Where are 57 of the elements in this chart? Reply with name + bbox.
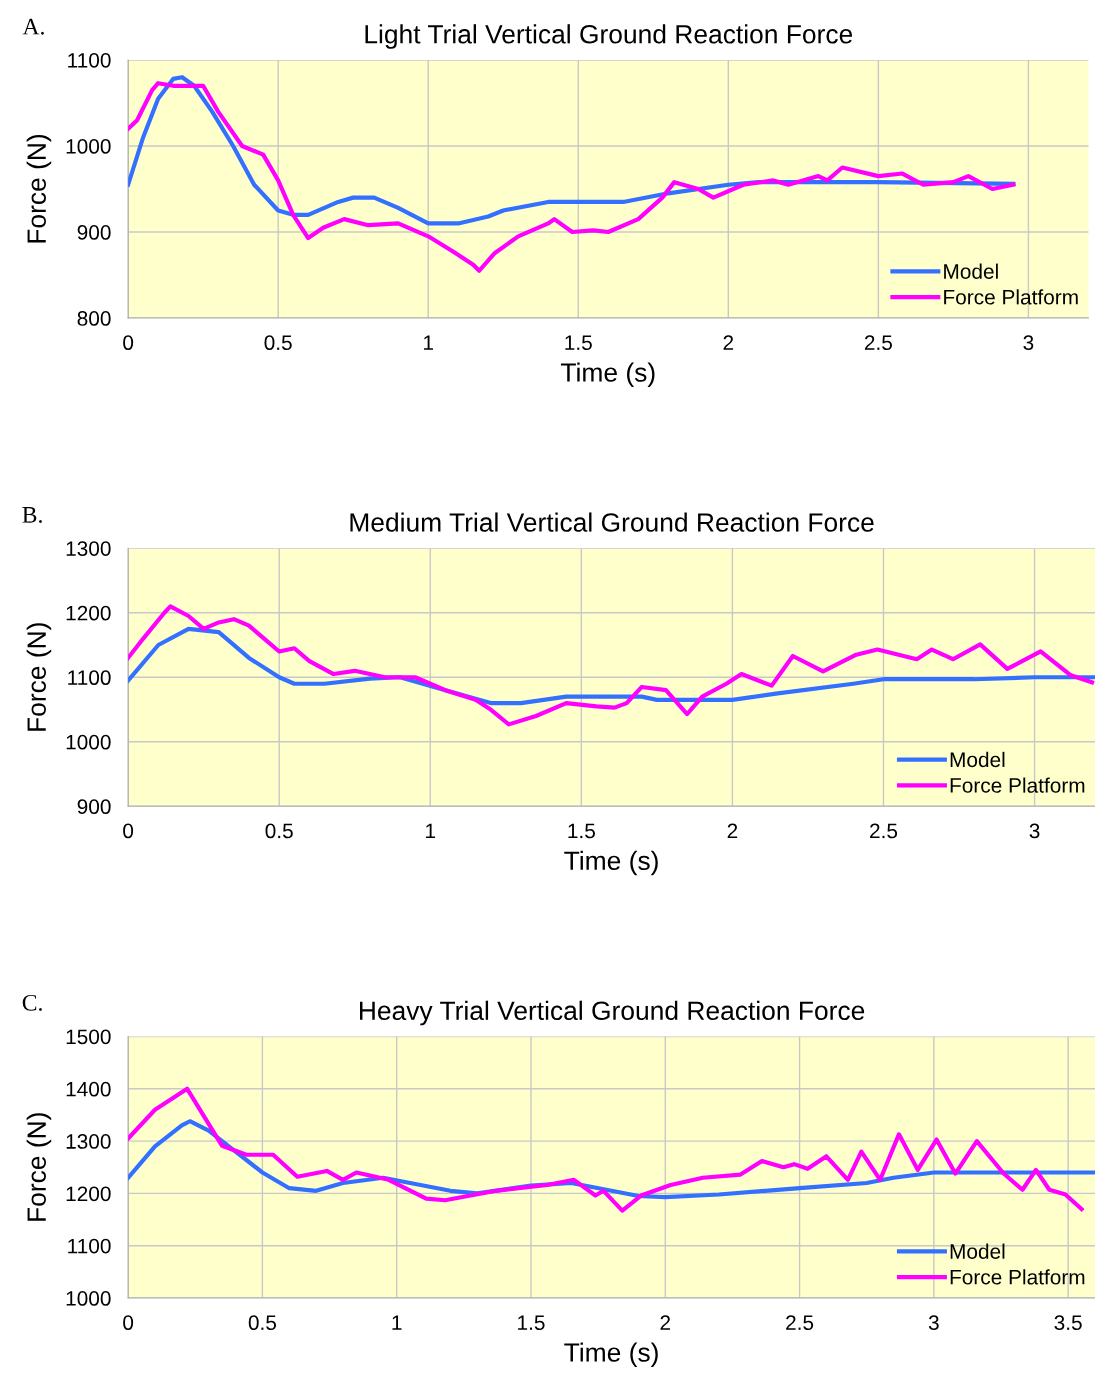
y-axis-title: Force (N)	[26, 1113, 52, 1221]
y-tick-label: 1000	[66, 734, 111, 750]
chart-title: Medium Trial Vertical Ground Reaction Force	[350, 512, 874, 532]
x-tick-label: 1	[426, 823, 436, 839]
x-tick-label: 1.5	[518, 1315, 545, 1331]
text: B.	[22, 507, 42, 523]
y-axis-title: Force (N)	[26, 134, 52, 243]
legend-label: Force Platform	[950, 1269, 1085, 1285]
legend-label: Force Platform	[944, 289, 1078, 305]
x-tick-label: 3.5	[1054, 1315, 1082, 1331]
x-tick-label: 0	[123, 1315, 134, 1331]
x-tick-label: 2.5	[870, 823, 898, 839]
x-tick-label: 2	[727, 823, 738, 839]
x-tick-label: 0.5	[248, 1315, 277, 1331]
line-series	[128, 604, 1095, 727]
x-tick-label: 1.5	[568, 823, 595, 839]
x-tick-label: 2.5	[864, 335, 892, 351]
y-tick-label: 1200	[66, 1186, 111, 1202]
y-tick-label: 1300	[66, 541, 111, 556]
line-series	[128, 1086, 1084, 1213]
y-tick-label: 900	[77, 225, 111, 240]
x-axis-title: Time (s)	[564, 1342, 658, 1368]
y-tick-label: 1500	[66, 1029, 111, 1045]
legend-label: Force Platform	[950, 777, 1085, 793]
legend-label: Model	[950, 1243, 1005, 1259]
x-tick-label: 1	[392, 1315, 402, 1330]
x-tick-label: 0.5	[265, 823, 293, 839]
x-axis-title: Time (s)	[564, 850, 658, 876]
y-tick-label: 1300	[66, 1134, 111, 1149]
y-tick-label: 1100	[68, 1238, 111, 1254]
y-tick-label: 1400	[66, 1081, 111, 1097]
y-tick-label: 1000	[66, 139, 111, 154]
y-axis-title: Force (N)	[26, 623, 52, 731]
y-tick-label: 1100	[68, 670, 111, 686]
x-tick-label: 0	[123, 823, 134, 839]
y-tick-label: 800	[77, 311, 111, 326]
chart-title: Heavy Trial Vertical Ground Reaction Force	[360, 1000, 865, 1026]
x-tick-label: 3	[928, 1315, 939, 1331]
x-tick-label: 2	[660, 1315, 671, 1330]
x-tick-label: 3	[1023, 335, 1034, 351]
y-tick-label: 1100	[68, 52, 111, 68]
legend-label: Model	[950, 751, 1005, 768]
x-tick-label: 2.5	[786, 1315, 814, 1331]
x-axis-title: Time (s)	[560, 362, 655, 388]
x-tick-label: 0	[123, 335, 134, 351]
x-tick-label: 1	[424, 335, 433, 350]
x-tick-label: 2	[723, 335, 734, 350]
y-tick-label: 1000	[66, 1291, 111, 1306]
chart-title: Light Trial Vertical Ground Reaction Force	[365, 24, 853, 49]
text: A.	[22, 18, 44, 35]
legend-label: Model	[944, 263, 998, 279]
text: C.	[22, 994, 42, 1011]
x-tick-label: 1.5	[565, 335, 592, 351]
y-tick-label: 900	[77, 799, 111, 815]
y-tick-label: 1200	[66, 605, 111, 621]
x-tick-label: 0.5	[264, 335, 292, 351]
x-tick-label: 3	[1029, 823, 1040, 839]
